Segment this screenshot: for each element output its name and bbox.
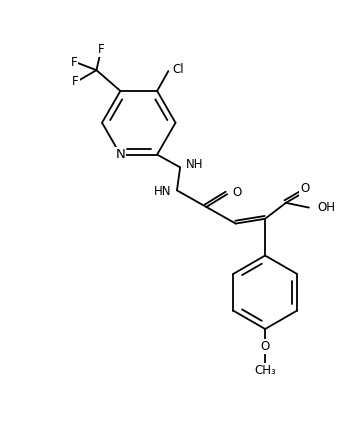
- Text: Cl: Cl: [172, 63, 184, 76]
- Text: F: F: [71, 56, 78, 69]
- Text: HN: HN: [154, 185, 171, 198]
- Text: O: O: [301, 182, 310, 195]
- Text: O: O: [261, 340, 270, 353]
- Text: F: F: [98, 43, 104, 56]
- Text: F: F: [72, 75, 79, 88]
- Text: O: O: [232, 186, 241, 199]
- Text: N: N: [116, 148, 125, 161]
- Text: CH₃: CH₃: [254, 364, 276, 377]
- Text: OH: OH: [317, 201, 335, 214]
- Text: NH: NH: [186, 158, 204, 171]
